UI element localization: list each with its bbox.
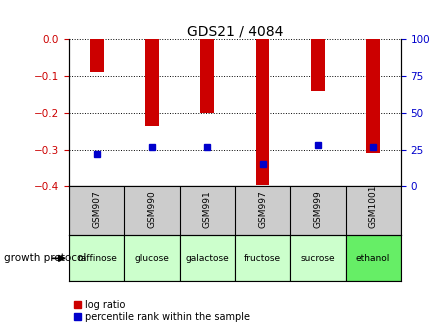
- Bar: [255, 39, 269, 184]
- Text: GSM1001: GSM1001: [368, 184, 377, 228]
- Text: raffinose: raffinose: [77, 254, 116, 263]
- Text: growth protocol: growth protocol: [4, 253, 86, 263]
- Bar: [69, 235, 124, 281]
- Text: galactose: galactose: [185, 254, 229, 263]
- Bar: [366, 39, 379, 153]
- Legend: log ratio, percentile rank within the sample: log ratio, percentile rank within the sa…: [74, 300, 249, 322]
- Text: sucrose: sucrose: [300, 254, 335, 263]
- Bar: [124, 235, 179, 281]
- Text: GSM990: GSM990: [147, 190, 156, 228]
- Bar: [345, 235, 400, 281]
- Bar: [310, 39, 324, 91]
- Text: fructose: fructose: [243, 254, 280, 263]
- Text: GSM999: GSM999: [313, 190, 322, 228]
- Title: GDS21 / 4084: GDS21 / 4084: [186, 24, 283, 38]
- Text: GSM907: GSM907: [92, 190, 101, 228]
- Bar: [144, 39, 159, 126]
- Text: glucose: glucose: [134, 254, 169, 263]
- Bar: [179, 235, 234, 281]
- Text: ethanol: ethanol: [355, 254, 390, 263]
- Bar: [200, 39, 214, 113]
- Bar: [289, 235, 345, 281]
- Text: GSM997: GSM997: [258, 190, 267, 228]
- Bar: [234, 235, 289, 281]
- Bar: [89, 39, 103, 72]
- Text: GSM991: GSM991: [202, 190, 211, 228]
